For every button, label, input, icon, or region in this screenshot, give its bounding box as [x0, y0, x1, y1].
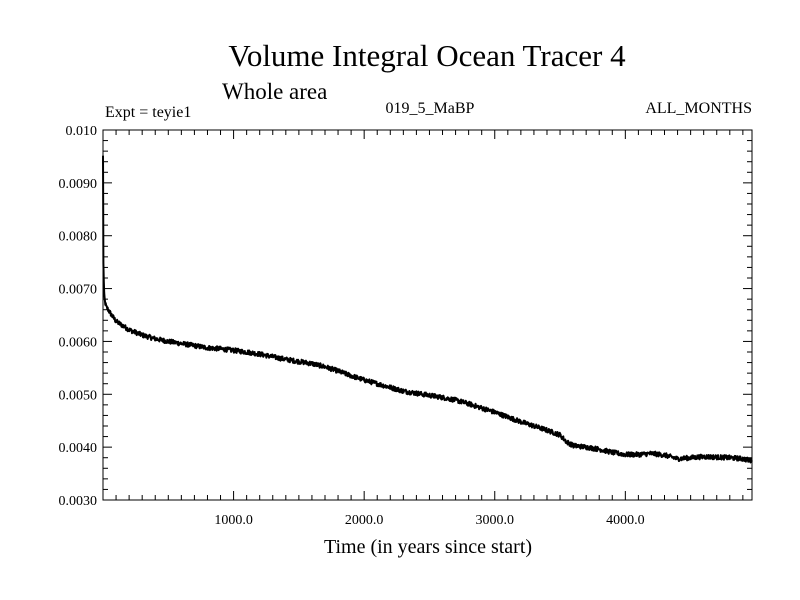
x-tick-label: 4000.0: [606, 513, 645, 528]
x-tick-label: 3000.0: [476, 513, 515, 528]
x-axis-label: Time (in years since start): [324, 536, 532, 558]
experiment-label: Expt = teyie1: [105, 104, 191, 121]
y-tick-label: 0.0050: [59, 388, 98, 403]
x-tick-label: 2000.0: [345, 513, 384, 528]
chart-title: Volume Integral Ocean Tracer 4: [228, 38, 626, 73]
x-tick-label: 1000.0: [214, 513, 253, 528]
y-tick-label: 0.0030: [59, 494, 98, 509]
run-label: 019_5_MaBP: [386, 100, 475, 117]
series-line: [102, 155, 753, 464]
y-tick-label: 0.0080: [59, 230, 98, 245]
y-tick-label: 0.0090: [59, 177, 98, 192]
y-tick-label: 0.0040: [59, 441, 98, 456]
months-label: ALL_MONTHS: [645, 100, 752, 117]
x-axis: 1000.0 2000.0 3000.0 4000.0: [115, 130, 744, 528]
y-tick-label: 0.0060: [59, 335, 98, 350]
y-axis: 0.0030 0.0040 0.0050 0.0060 0.0070 0.0080 0.00…: [59, 124, 752, 509]
chart-subtitle: Whole area: [222, 79, 327, 104]
y-tick-label: 0.010: [66, 124, 98, 139]
plot-frame: [102, 129, 753, 501]
y-tick-label: 0.0070: [59, 283, 98, 298]
series-layer: [102, 155, 753, 464]
